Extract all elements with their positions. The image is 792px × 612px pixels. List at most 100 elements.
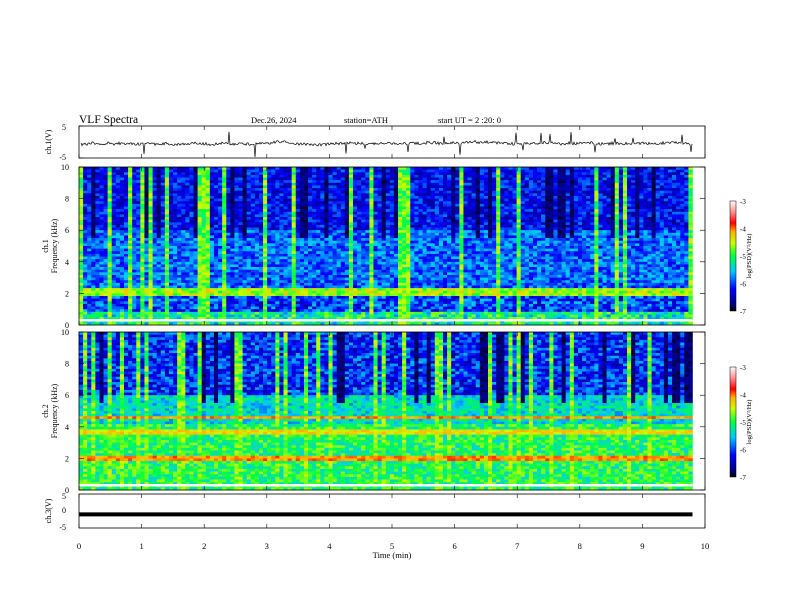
spectrogram-cell bbox=[104, 191, 108, 194]
spectrogram-cell bbox=[157, 220, 161, 223]
spectrogram-cell bbox=[378, 201, 382, 204]
spectrogram-cell bbox=[680, 241, 684, 244]
spectrogram-cell bbox=[574, 175, 578, 178]
spectrogram-cell bbox=[656, 172, 660, 175]
spectrogram-cell bbox=[308, 217, 312, 220]
spectrogram-cell bbox=[676, 246, 680, 249]
spectrogram-cell bbox=[357, 199, 361, 202]
spectrogram-cell bbox=[533, 199, 537, 202]
spectrogram-cell bbox=[500, 235, 504, 238]
spectrogram-cell bbox=[283, 225, 287, 228]
spectrogram-cell bbox=[382, 188, 386, 191]
spectrogram-cell bbox=[668, 230, 672, 233]
spectrogram-cell bbox=[132, 222, 136, 225]
spectrogram-cell bbox=[545, 193, 549, 196]
spectrogram-cell bbox=[104, 180, 108, 183]
spectrogram-cell bbox=[418, 249, 422, 252]
spectrogram-cell bbox=[533, 167, 537, 170]
spectrogram-cell bbox=[468, 251, 472, 254]
spectrogram-cell bbox=[598, 180, 602, 183]
spectrogram-cell bbox=[488, 207, 492, 210]
spectrogram-cell bbox=[566, 175, 570, 178]
spectrogram-cell bbox=[345, 172, 349, 175]
spectrogram-cell bbox=[341, 172, 345, 175]
spectrogram-cell bbox=[373, 201, 377, 204]
spectrogram-cell bbox=[226, 201, 230, 204]
spectrogram-cell bbox=[394, 233, 398, 236]
spectrogram-cell bbox=[345, 251, 349, 254]
spectrogram-cell bbox=[435, 238, 439, 241]
spectrogram-cell bbox=[373, 251, 377, 254]
spectrogram-cell bbox=[623, 199, 627, 202]
spectrogram-cell bbox=[353, 172, 357, 175]
spectrogram-cell bbox=[320, 167, 324, 170]
spectrogram-cell bbox=[537, 180, 541, 183]
spectrogram-cell bbox=[615, 175, 619, 178]
spectrogram-cell bbox=[373, 178, 377, 181]
spectrogram-cell bbox=[414, 172, 418, 175]
spectrogram-cell bbox=[312, 196, 316, 199]
spectrogram-cell bbox=[99, 243, 103, 246]
spectrogram-cell bbox=[480, 199, 484, 202]
spectrogram-cell bbox=[570, 217, 574, 220]
spectrogram-cell bbox=[185, 233, 189, 236]
spectrogram-cell bbox=[333, 180, 337, 183]
spectrogram-cell bbox=[283, 230, 287, 233]
spectrogram-cell bbox=[390, 220, 394, 223]
spectrogram-cell bbox=[586, 175, 590, 178]
spectrogram-cell bbox=[578, 217, 582, 220]
spectrogram-cell bbox=[590, 233, 594, 236]
spectrogram-cell bbox=[402, 249, 406, 252]
spectrogram-cell bbox=[234, 251, 238, 254]
spectrogram-cell bbox=[476, 204, 480, 207]
spectrogram-cell bbox=[410, 233, 414, 236]
spectrogram-cell bbox=[537, 183, 541, 186]
spectrogram-cell bbox=[647, 230, 651, 233]
spectrogram-cell bbox=[447, 233, 451, 236]
spectrogram-cell bbox=[169, 199, 173, 202]
spectrogram-cell bbox=[386, 225, 390, 228]
spectrogram-cell bbox=[586, 196, 590, 199]
spectrogram-cell bbox=[210, 193, 214, 196]
spectrogram-cell bbox=[656, 167, 660, 170]
spectrogram-cell bbox=[288, 185, 292, 188]
spectrogram-cell bbox=[423, 201, 427, 204]
spectrogram-cell bbox=[95, 251, 99, 254]
spectrogram-cell bbox=[177, 178, 181, 181]
spectrogram-cell bbox=[447, 180, 451, 183]
spectrogram-cell bbox=[549, 172, 553, 175]
spectrogram-cell bbox=[508, 222, 512, 225]
spectrogram-cell bbox=[402, 214, 406, 217]
spectrogram-cell bbox=[529, 225, 533, 228]
spectrogram-cell bbox=[619, 251, 623, 254]
spectrogram-cell bbox=[337, 246, 341, 249]
spectrogram-cell bbox=[132, 209, 136, 212]
spectrogram-cell bbox=[324, 209, 328, 212]
spectrogram-cell bbox=[406, 170, 410, 173]
spectrogram-cell bbox=[521, 188, 525, 191]
spectrogram-cell bbox=[402, 199, 406, 202]
spectrogram-cell bbox=[627, 212, 631, 215]
spectrogram-cell bbox=[386, 243, 390, 246]
spectrogram-cell bbox=[259, 217, 263, 220]
spectrogram-cell bbox=[234, 225, 238, 228]
spectrogram-cell bbox=[468, 217, 472, 220]
spectrogram-cell bbox=[656, 225, 660, 228]
spectrogram-cell bbox=[488, 209, 492, 212]
spectrogram-cell bbox=[406, 220, 410, 223]
spectrogram-cell bbox=[684, 199, 688, 202]
spectrogram-cell bbox=[243, 246, 247, 249]
spectrogram-cell bbox=[79, 230, 83, 233]
spectrogram-cell bbox=[578, 249, 582, 252]
spectrogram-cell bbox=[684, 214, 688, 217]
spectrogram-cell bbox=[382, 249, 386, 252]
spectrogram-cell bbox=[607, 251, 611, 254]
spectrogram-cell bbox=[324, 188, 328, 191]
spectrogram-cell bbox=[508, 196, 512, 199]
spectrogram-cell bbox=[79, 233, 83, 236]
spectrogram-cell bbox=[333, 241, 337, 244]
spectrogram-cell bbox=[304, 214, 308, 217]
spectrogram-cell bbox=[611, 243, 615, 246]
spectrogram-cell bbox=[598, 178, 602, 181]
spectrogram-cell bbox=[451, 243, 455, 246]
